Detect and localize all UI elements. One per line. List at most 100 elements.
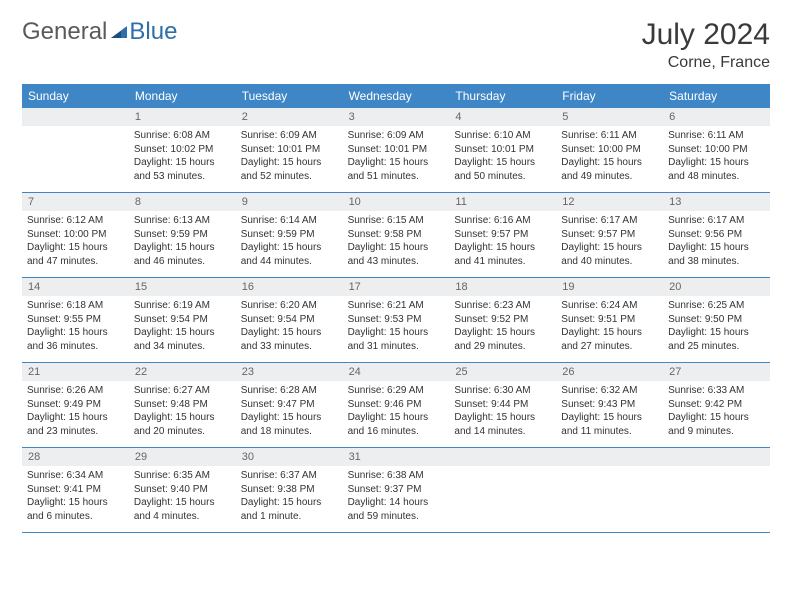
month-title: July 2024 [642, 18, 770, 52]
day-cell: 8Sunrise: 6:13 AMSunset: 9:59 PMDaylight… [129, 193, 236, 277]
day-cell [22, 108, 129, 192]
day-info-line: Sunrise: 6:20 AM [241, 299, 338, 313]
day-body: Sunrise: 6:17 AMSunset: 9:57 PMDaylight:… [556, 211, 663, 274]
week-row: 1Sunrise: 6:08 AMSunset: 10:02 PMDayligh… [22, 108, 770, 193]
day-info-line: Sunrise: 6:33 AM [668, 384, 765, 398]
day-body: Sunrise: 6:32 AMSunset: 9:43 PMDaylight:… [556, 381, 663, 444]
day-number: 4 [449, 108, 556, 126]
day-info-line: Sunrise: 6:29 AM [348, 384, 445, 398]
day-header: Tuesday [236, 84, 343, 108]
day-info-line: Sunset: 9:58 PM [348, 228, 445, 242]
day-info-line: Sunset: 10:00 PM [27, 228, 124, 242]
day-body: Sunrise: 6:24 AMSunset: 9:51 PMDaylight:… [556, 296, 663, 359]
day-number [556, 448, 663, 466]
day-cell: 1Sunrise: 6:08 AMSunset: 10:02 PMDayligh… [129, 108, 236, 192]
day-info-line: Daylight: 15 hours and 48 minutes. [668, 156, 765, 183]
day-body: Sunrise: 6:14 AMSunset: 9:59 PMDaylight:… [236, 211, 343, 274]
day-info-line: Sunset: 9:49 PM [27, 398, 124, 412]
day-cell: 9Sunrise: 6:14 AMSunset: 9:59 PMDaylight… [236, 193, 343, 277]
day-cell: 23Sunrise: 6:28 AMSunset: 9:47 PMDayligh… [236, 363, 343, 447]
day-info-line: Sunset: 9:47 PM [241, 398, 338, 412]
day-body: Sunrise: 6:27 AMSunset: 9:48 PMDaylight:… [129, 381, 236, 444]
day-number: 11 [449, 193, 556, 211]
day-number: 24 [343, 363, 450, 381]
day-number: 1 [129, 108, 236, 126]
day-body: Sunrise: 6:29 AMSunset: 9:46 PMDaylight:… [343, 381, 450, 444]
day-info-line: Sunset: 9:53 PM [348, 313, 445, 327]
day-cell: 20Sunrise: 6:25 AMSunset: 9:50 PMDayligh… [663, 278, 770, 362]
day-body: Sunrise: 6:34 AMSunset: 9:41 PMDaylight:… [22, 466, 129, 529]
day-info-line: Sunrise: 6:17 AM [561, 214, 658, 228]
day-cell: 27 Sunrise: 6:33 AMSunset: 9:42 PMDayligh… [663, 363, 770, 447]
day-info-line: Sunset: 9:59 PM [241, 228, 338, 242]
day-number: 21 [22, 363, 129, 381]
week-row: 28Sunrise: 6:34 AMSunset: 9:41 PMDayligh… [22, 448, 770, 533]
day-cell: 31Sunrise: 6:38 AMSunset: 9:37 PMDayligh… [343, 448, 450, 532]
day-body: Sunrise: 6:23 AMSunset: 9:52 PMDaylight:… [449, 296, 556, 359]
day-cell: 6Sunrise: 6:11 AMSunset: 10:00 PMDayligh… [663, 108, 770, 192]
calendar: SundayMondayTuesdayWednesdayThursdayFrid… [22, 84, 770, 533]
day-info-line: Sunset: 9:50 PM [668, 313, 765, 327]
location-text: Corne, France [642, 54, 770, 72]
day-cell: 3Sunrise: 6:09 AMSunset: 10:01 PMDayligh… [343, 108, 450, 192]
day-number: 15 [129, 278, 236, 296]
day-info-line: Sunrise: 6:35 AM [134, 469, 231, 483]
week-row: 7Sunrise: 6:12 AMSunset: 10:00 PMDayligh… [22, 193, 770, 278]
day-body: Sunrise: 6:08 AMSunset: 10:02 PMDaylight… [129, 126, 236, 189]
day-number [663, 448, 770, 466]
day-number: 19 [556, 278, 663, 296]
day-info-line: Sunset: 10:01 PM [454, 143, 551, 157]
day-info-line: Daylight: 15 hours and 49 minutes. [561, 156, 658, 183]
day-info-line: Sunset: 10:01 PM [348, 143, 445, 157]
day-info-line: Sunrise: 6:13 AM [134, 214, 231, 228]
day-body: Sunrise: 6:35 AMSunset: 9:40 PMDaylight:… [129, 466, 236, 529]
day-cell: 7Sunrise: 6:12 AMSunset: 10:00 PMDayligh… [22, 193, 129, 277]
day-info-line: Sunrise: 6:34 AM [27, 469, 124, 483]
day-cell [449, 448, 556, 532]
day-info-line: Sunset: 9:55 PM [27, 313, 124, 327]
day-info-line: Sunrise: 6:09 AM [241, 129, 338, 143]
day-info-line: Sunset: 10:01 PM [241, 143, 338, 157]
day-info-line: Daylight: 15 hours and 47 minutes. [27, 241, 124, 268]
day-cell: 21Sunrise: 6:26 AMSunset: 9:49 PMDayligh… [22, 363, 129, 447]
day-info-line: Sunrise: 6:08 AM [134, 129, 231, 143]
day-number: 12 [556, 193, 663, 211]
day-body: Sunrise: 6:38 AMSunset: 9:37 PMDaylight:… [343, 466, 450, 529]
day-number: 10 [343, 193, 450, 211]
day-info-line: Sunrise: 6:37 AM [241, 469, 338, 483]
day-number: 23 [236, 363, 343, 381]
day-cell: 30Sunrise: 6:37 AMSunset: 9:38 PMDayligh… [236, 448, 343, 532]
day-info-line: Daylight: 15 hours and 9 minutes. [668, 411, 765, 438]
day-info-line: Daylight: 15 hours and 36 minutes. [27, 326, 124, 353]
day-info-line: Sunrise: 6:23 AM [454, 299, 551, 313]
day-body: Sunrise: 6:17 AMSunset: 9:56 PMDaylight:… [663, 211, 770, 274]
day-info-line: Sunrise: 6:38 AM [348, 469, 445, 483]
day-info-line: Sunset: 9:42 PM [668, 398, 765, 412]
page: General Blue July 2024 Corne, France Sun… [0, 0, 792, 543]
day-cell: 13Sunrise: 6:17 AMSunset: 9:56 PMDayligh… [663, 193, 770, 277]
day-cell: 26Sunrise: 6:32 AMSunset: 9:43 PMDayligh… [556, 363, 663, 447]
day-info-line: Sunset: 9:37 PM [348, 483, 445, 497]
day-body: Sunrise: 6:30 AMSunset: 9:44 PMDaylight:… [449, 381, 556, 444]
day-number: 22 [129, 363, 236, 381]
day-number: 18 [449, 278, 556, 296]
day-info-line: Daylight: 15 hours and 23 minutes. [27, 411, 124, 438]
day-info-line: Sunrise: 6:32 AM [561, 384, 658, 398]
day-cell: 25Sunrise: 6:30 AMSunset: 9:44 PMDayligh… [449, 363, 556, 447]
day-number: 27 [663, 363, 770, 381]
day-number: 16 [236, 278, 343, 296]
day-info-line: Daylight: 15 hours and 1 minute. [241, 496, 338, 523]
day-body: Sunrise: 6:26 AMSunset: 9:49 PMDaylight:… [22, 381, 129, 444]
day-info-line: Daylight: 15 hours and 16 minutes. [348, 411, 445, 438]
day-body: Sunrise: 6:21 AMSunset: 9:53 PMDaylight:… [343, 296, 450, 359]
day-info-line: Daylight: 15 hours and 38 minutes. [668, 241, 765, 268]
day-info-line: Sunrise: 6:26 AM [27, 384, 124, 398]
day-number: 6 [663, 108, 770, 126]
day-info-line: Sunset: 9:44 PM [454, 398, 551, 412]
day-cell [556, 448, 663, 532]
day-body: Sunrise: 6:20 AMSunset: 9:54 PMDaylight:… [236, 296, 343, 359]
day-info-line: Sunset: 9:52 PM [454, 313, 551, 327]
logo-blue-text: Blue [129, 18, 177, 46]
day-info-line: Sunrise: 6:11 AM [668, 129, 765, 143]
day-cell: 22Sunrise: 6:27 AMSunset: 9:48 PMDayligh… [129, 363, 236, 447]
